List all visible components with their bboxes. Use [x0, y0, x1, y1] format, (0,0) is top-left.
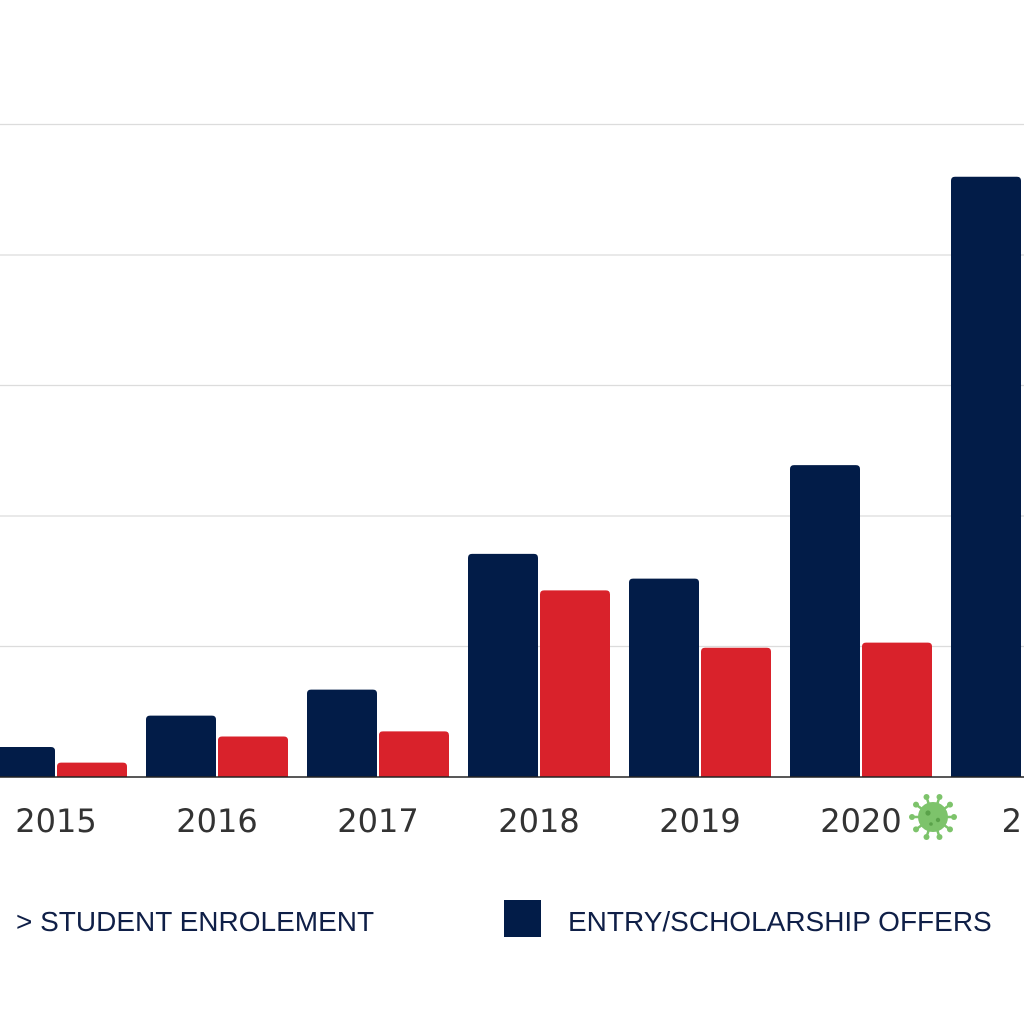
bar-series1-2019: [629, 578, 699, 777]
x-tick-label: 2017: [337, 802, 418, 840]
x-tick-labels: 20152016201720182019202020: [15, 802, 1024, 840]
x-tick-label: 2020: [820, 802, 901, 840]
bar-series1-2018: [468, 553, 538, 777]
bar-series1-2020: [790, 465, 860, 777]
bar-series1-2015: [0, 746, 55, 777]
bar-series1-2016: [146, 715, 216, 777]
bar-series1-20: [951, 176, 1021, 777]
legend-label-entry-scholarship: ENTRY/SCHOLARSHIP OFFERS: [568, 906, 992, 937]
virus-icon: [909, 794, 957, 840]
x-tick-label: 2015: [15, 802, 96, 840]
legend: > STUDENT ENROLEMENT ENTRY/SCHOLARSHIP O…: [16, 900, 992, 937]
bars: [0, 176, 1021, 777]
x-tick-label: 2018: [498, 802, 579, 840]
bar-series2-2018: [540, 590, 610, 777]
bar-series2-2015: [57, 762, 127, 777]
x-tick-label: 2016: [176, 802, 257, 840]
bar-series2-2016: [218, 736, 288, 777]
x-tick-label: 20: [1002, 802, 1024, 840]
x-tick-label: 2019: [659, 802, 740, 840]
bar-series2-2017: [379, 731, 449, 777]
bar-series2-2019: [701, 647, 771, 777]
bar-series2-2020: [862, 642, 932, 777]
bar-series1-2017: [307, 689, 377, 777]
legend-swatch-entry-scholarship: [504, 900, 541, 937]
legend-label-student-enrolement: > STUDENT ENROLEMENT: [16, 906, 374, 937]
